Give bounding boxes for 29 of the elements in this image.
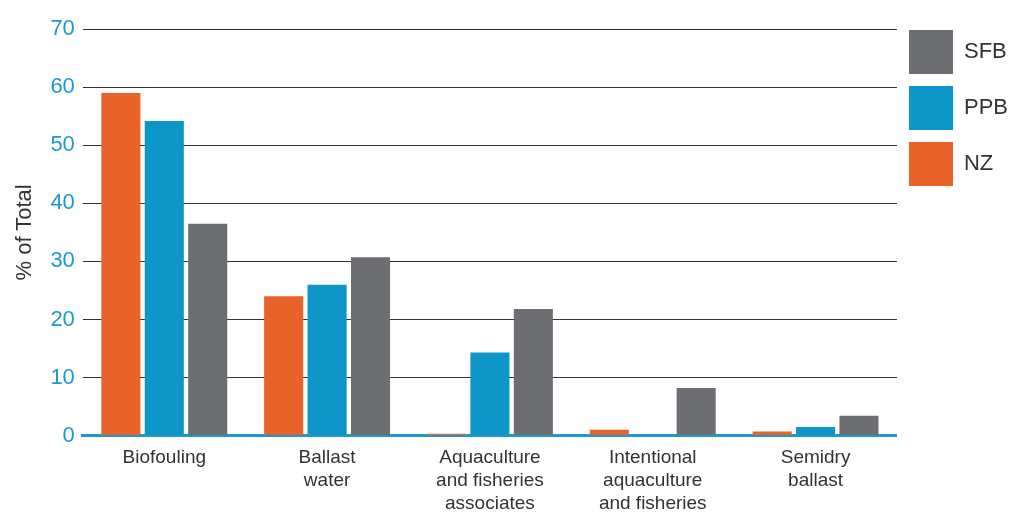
bar xyxy=(470,352,510,436)
legend-label: SFB xyxy=(963,38,1007,64)
x-tick-label: Semidry ballast xyxy=(780,446,851,491)
x-tick-label: Aquaculture and fisheries associates xyxy=(436,446,544,513)
x-tick-label: Intentional aquaculture and fisheries xyxy=(598,446,707,513)
x-tick-label: Ballast water xyxy=(298,446,357,491)
y-tick-label: 10 xyxy=(50,363,75,389)
y-tick-label: 50 xyxy=(50,131,75,157)
y-tick-label: 60 xyxy=(50,73,75,99)
legend-label: NZ xyxy=(963,150,994,176)
x-tick-label: Biofouling xyxy=(122,446,207,468)
bar xyxy=(676,387,716,436)
y-tick-label: 0 xyxy=(62,421,75,447)
bar xyxy=(264,296,304,436)
legend-label: PPB xyxy=(963,94,1009,120)
bar xyxy=(188,223,228,436)
bar xyxy=(839,415,879,436)
y-tick-label: 40 xyxy=(50,189,75,215)
bar xyxy=(144,120,184,436)
y-tick-label: 20 xyxy=(50,305,75,331)
bar xyxy=(307,284,347,436)
y-axis-title: % of Total xyxy=(11,184,37,281)
bar xyxy=(350,257,391,436)
bar xyxy=(796,426,836,436)
bar xyxy=(589,429,629,436)
y-tick-label: 30 xyxy=(50,247,75,273)
bar xyxy=(101,93,141,436)
bar xyxy=(513,309,553,436)
y-tick-label: 70 xyxy=(50,15,75,41)
